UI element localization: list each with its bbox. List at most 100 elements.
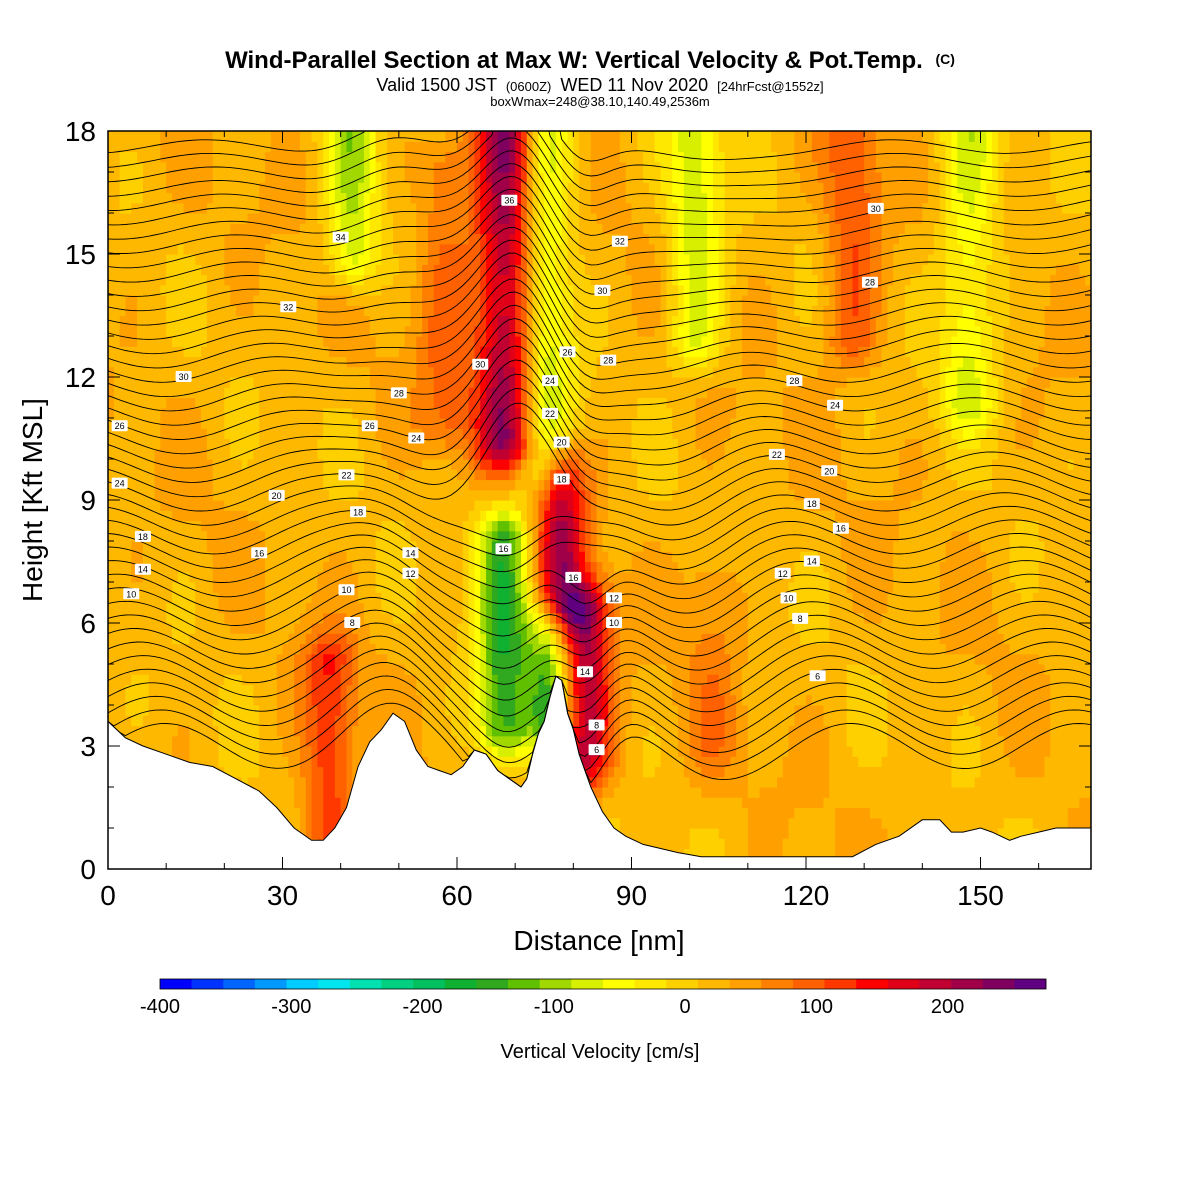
heat-cell bbox=[131, 428, 138, 440]
heat-cell bbox=[503, 182, 510, 194]
heat-cell bbox=[166, 295, 173, 306]
heat-cell bbox=[288, 787, 295, 798]
heat-cell bbox=[119, 356, 127, 368]
heat-cell bbox=[456, 192, 464, 204]
heat-cell bbox=[387, 469, 394, 481]
heat-cell bbox=[404, 172, 412, 183]
heat-cell bbox=[329, 151, 336, 163]
heat-cell bbox=[346, 664, 353, 675]
heat-cell bbox=[439, 633, 446, 645]
heat-cell bbox=[241, 315, 249, 327]
heat-cell bbox=[358, 325, 365, 337]
heat-cell bbox=[445, 551, 452, 563]
heat-cell bbox=[363, 715, 371, 727]
heat-cell bbox=[137, 172, 144, 183]
heat-cell bbox=[259, 438, 266, 450]
heat-cell bbox=[462, 172, 470, 183]
heat-cell bbox=[369, 151, 377, 163]
heat-cell bbox=[235, 315, 243, 327]
heat-cell bbox=[410, 459, 417, 470]
heat-cell bbox=[323, 305, 330, 317]
heat-cell bbox=[445, 520, 452, 532]
heat-cell bbox=[340, 274, 348, 286]
heat-cell bbox=[113, 520, 121, 532]
heat-cell bbox=[445, 571, 452, 583]
heat-cell bbox=[398, 582, 406, 593]
heat-cell bbox=[404, 623, 412, 634]
heat-cell bbox=[375, 141, 382, 153]
heat-cell bbox=[259, 428, 266, 440]
heat-cell bbox=[230, 643, 237, 655]
heat-cell bbox=[154, 592, 161, 604]
heat-cell bbox=[253, 418, 260, 429]
heat-cell bbox=[265, 530, 272, 542]
heat-cell bbox=[265, 254, 272, 265]
heat-cell bbox=[317, 213, 324, 224]
heat-cell bbox=[393, 510, 400, 522]
heat-cell bbox=[131, 561, 138, 573]
heat-cell bbox=[253, 407, 260, 419]
heat-cell bbox=[294, 141, 301, 153]
heat-cell bbox=[125, 469, 132, 481]
heat-cell bbox=[352, 694, 359, 706]
heat-cell bbox=[497, 366, 505, 378]
heat-cell bbox=[259, 735, 266, 747]
heat-cell bbox=[387, 274, 394, 286]
heat-cell bbox=[445, 172, 452, 183]
heat-cell bbox=[224, 612, 231, 624]
heat-cell bbox=[224, 602, 231, 614]
heat-cell bbox=[305, 530, 313, 542]
heat-cell bbox=[358, 582, 365, 593]
heat-cell bbox=[276, 735, 284, 747]
heat-cell bbox=[282, 243, 289, 255]
heat-cell bbox=[282, 131, 289, 142]
heat-cell bbox=[503, 735, 510, 747]
heat-cell bbox=[474, 674, 481, 686]
heat-cell bbox=[474, 643, 481, 655]
heat-cell bbox=[166, 243, 173, 255]
heat-cell bbox=[177, 694, 185, 706]
heat-cell bbox=[276, 366, 284, 378]
heat-cell bbox=[358, 356, 365, 368]
heat-cell bbox=[334, 264, 342, 276]
heat-cell bbox=[206, 510, 214, 522]
heat-cell bbox=[288, 797, 295, 809]
heat-cell bbox=[218, 746, 225, 757]
heat-cell bbox=[416, 551, 423, 563]
heat-cell bbox=[416, 356, 423, 368]
heat-cell bbox=[375, 305, 382, 317]
heat-cell bbox=[241, 131, 249, 142]
heat-cell bbox=[427, 305, 435, 317]
heat-cell bbox=[334, 530, 342, 542]
heat-cell bbox=[265, 582, 272, 593]
heat-cell bbox=[282, 213, 289, 224]
heat-cell bbox=[259, 397, 266, 409]
heat-cell bbox=[160, 223, 167, 235]
heat-cell bbox=[340, 602, 348, 614]
heat-cell bbox=[265, 725, 272, 737]
heat-cell bbox=[247, 766, 255, 778]
heat-cell bbox=[334, 674, 342, 686]
heat-cell bbox=[340, 264, 348, 276]
heat-cell bbox=[352, 438, 359, 450]
heat-cell bbox=[416, 500, 423, 511]
heat-cell bbox=[474, 510, 481, 522]
heat-cell bbox=[480, 182, 487, 194]
heat-cell bbox=[288, 438, 295, 450]
heat-cell bbox=[247, 653, 255, 665]
heat-cell bbox=[131, 530, 138, 542]
heat-cell bbox=[113, 469, 121, 481]
heat-cell bbox=[375, 489, 382, 501]
heat-cell bbox=[148, 479, 156, 491]
heat-cell bbox=[224, 131, 231, 142]
heat-cell bbox=[119, 182, 127, 194]
heat-cell bbox=[108, 612, 115, 624]
heat-cell bbox=[201, 315, 208, 327]
heat-cell bbox=[317, 366, 324, 378]
heat-cell bbox=[288, 325, 295, 337]
heat-cell bbox=[329, 541, 336, 552]
heat-cell bbox=[195, 448, 202, 460]
heat-cell bbox=[363, 684, 371, 696]
heat-cell bbox=[212, 131, 220, 142]
heat-cell bbox=[497, 694, 505, 706]
